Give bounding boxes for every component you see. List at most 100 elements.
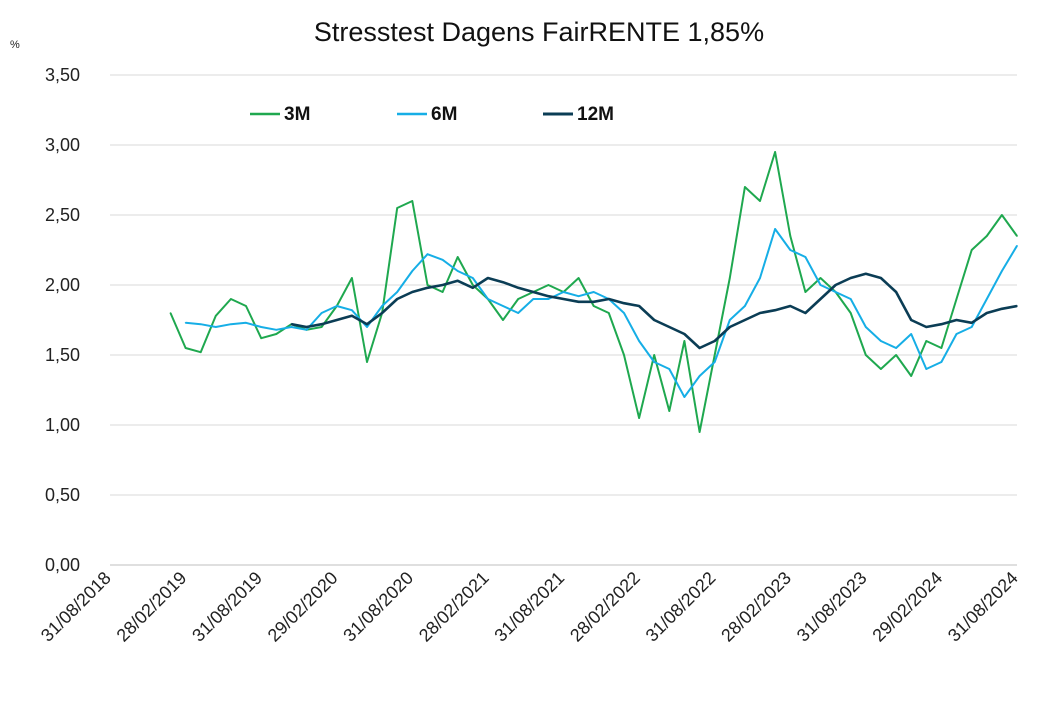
y-axis-unit-label: % [10, 39, 20, 51]
data-point-12m [336, 319, 338, 321]
data-point-3m [215, 315, 217, 317]
data-point-12m [577, 301, 580, 303]
x-tick-label: 31/08/2024 [944, 568, 1022, 646]
legend-label-12m: 12M [577, 104, 614, 125]
data-point-12m [320, 323, 323, 326]
data-point-12m [895, 291, 897, 293]
data-point-6m [290, 326, 293, 328]
data-point-12m [849, 277, 852, 279]
data-point-12m [381, 312, 383, 314]
data-point-6m [487, 298, 489, 300]
chart-title: Stresstest Dagens FairRENTE 1,85% [314, 17, 764, 47]
data-point-6m [441, 259, 444, 261]
data-point-3m [940, 347, 943, 349]
data-point-12m [834, 284, 837, 286]
data-point-6m [940, 361, 943, 363]
data-point-12m [426, 287, 429, 289]
data-point-12m [441, 284, 444, 286]
data-point-6m [1001, 270, 1003, 272]
data-point-12m [396, 298, 399, 300]
data-point-3m [804, 291, 807, 293]
data-point-3m [366, 361, 368, 363]
data-point-3m [426, 284, 429, 286]
data-point-6m [895, 347, 897, 349]
data-point-6m [1016, 245, 1018, 247]
data-point-6m [351, 309, 353, 312]
data-point-12m [305, 326, 308, 328]
data-point-6m [789, 249, 792, 251]
data-point-3m [320, 326, 323, 328]
data-point-3m [774, 151, 776, 153]
data-point-6m [199, 323, 202, 326]
data-point-6m [592, 291, 595, 293]
data-point-6m [260, 326, 263, 328]
data-point-12m [789, 305, 792, 307]
data-point-6m [305, 329, 308, 331]
x-tick-label: 31/08/2020 [339, 568, 417, 646]
data-point-6m [849, 298, 852, 300]
data-point-3m [698, 431, 701, 433]
data-point-12m [910, 319, 912, 321]
data-point-12m [970, 322, 973, 324]
data-point-3m [713, 354, 716, 356]
data-point-12m [955, 319, 958, 321]
data-point-6m [986, 298, 988, 300]
data-point-3m [895, 354, 897, 356]
x-axis-ticks: 31/08/201828/02/201931/08/201929/02/2020… [37, 568, 1022, 646]
data-point-12m [865, 273, 867, 275]
data-point-6m [653, 361, 655, 363]
data-point-3m [653, 354, 655, 356]
data-point-6m [472, 277, 474, 279]
data-point-12m [819, 298, 822, 300]
gridlines [110, 74, 1017, 566]
x-tick-label: 28/02/2019 [113, 568, 191, 646]
legend: 3M 6M 12M [250, 104, 614, 125]
data-point-6m [562, 291, 565, 293]
data-point-3m [1001, 214, 1003, 216]
data-point-12m [411, 291, 414, 293]
data-point-3m [683, 340, 686, 342]
data-point-6m [970, 326, 973, 328]
x-tick-label: 29/02/2020 [264, 568, 342, 646]
data-point-6m [230, 323, 232, 326]
data-point-3m [577, 277, 580, 279]
data-point-6m [865, 326, 867, 328]
data-point-12m [683, 333, 686, 335]
x-tick-label: 31/08/2019 [188, 568, 266, 646]
data-point-6m [336, 305, 338, 307]
y-tick-label: 3,50 [45, 65, 80, 85]
y-tick-label: 1,50 [45, 345, 80, 365]
data-point-3m [925, 340, 928, 342]
data-point-12m [713, 340, 716, 342]
data-point-3m [472, 284, 474, 286]
data-point-3m [396, 207, 399, 209]
data-point-6m [804, 256, 807, 258]
data-point-6m [411, 270, 414, 272]
data-point-6m [275, 329, 278, 331]
data-point-12m [517, 287, 519, 289]
data-point-6m [925, 368, 928, 370]
x-tick-label: 31/08/2018 [37, 568, 115, 646]
y-tick-label: 2,00 [45, 275, 80, 295]
data-point-12m [638, 305, 640, 307]
data-point-3m [880, 368, 882, 370]
data-point-12m [472, 287, 474, 289]
data-point-12m [366, 323, 368, 326]
data-point-12m [925, 326, 928, 328]
data-point-12m [668, 326, 671, 328]
data-point-6m [381, 305, 383, 307]
data-point-3m [910, 375, 912, 377]
data-point-12m [608, 298, 610, 300]
data-point-12m [623, 302, 625, 305]
data-point-12m [1001, 308, 1003, 310]
data-point-6m [834, 291, 837, 293]
data-point-12m [986, 312, 988, 314]
data-point-12m [290, 323, 293, 326]
data-point-3m [230, 298, 232, 300]
data-point-3m [547, 284, 550, 286]
data-point-6m [426, 253, 429, 255]
series-line-6m [185, 228, 1018, 398]
data-point-3m [199, 351, 202, 354]
x-tick-label: 28/02/2023 [717, 568, 795, 646]
data-point-3m [608, 312, 610, 314]
